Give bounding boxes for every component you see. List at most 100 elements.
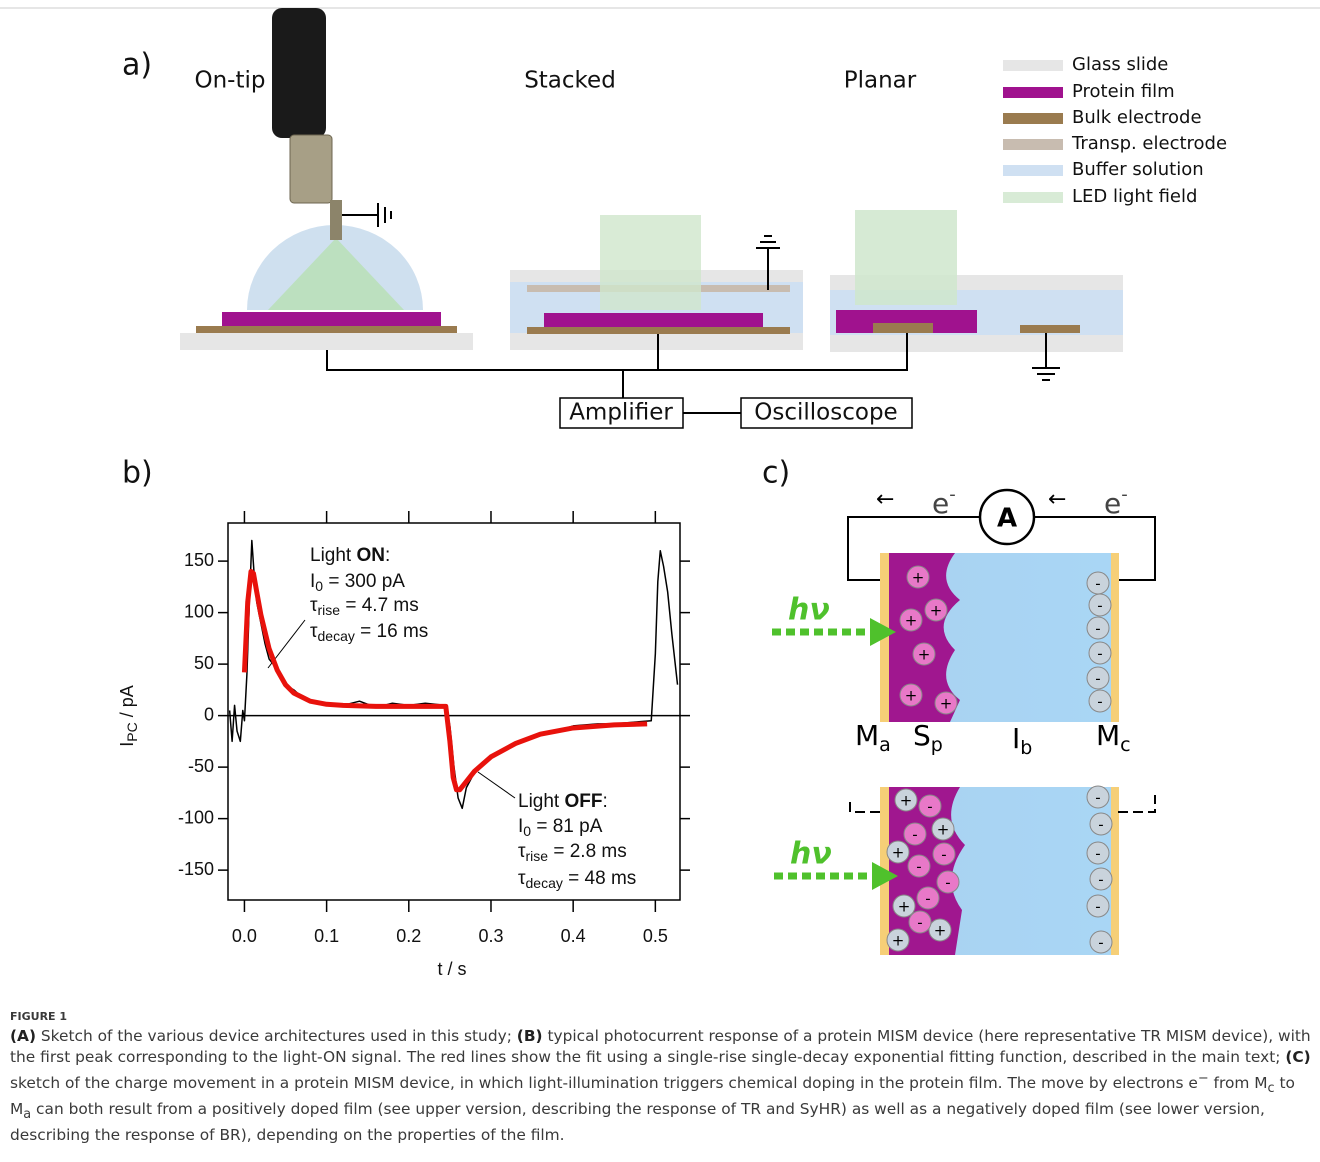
annotation-part: rise (318, 602, 341, 618)
charge-sign: - (1095, 620, 1100, 638)
x-tick-label: 0.3 (478, 926, 503, 946)
led-field (600, 215, 701, 310)
charge-sign: + (918, 646, 931, 664)
bulk-electrode (1020, 325, 1080, 333)
y-tick-label: 0 (204, 704, 214, 724)
x-axis-label: t / s (437, 959, 466, 979)
annotation: Light ON: (310, 545, 390, 566)
charge (916, 886, 940, 910)
arrowhead (870, 618, 896, 646)
annotation-part: decay (526, 875, 563, 891)
charge (1089, 867, 1113, 891)
charge (936, 870, 960, 894)
charge (1088, 689, 1112, 713)
electron-part: - (949, 484, 956, 505)
legend-label: Protein film (1072, 81, 1175, 102)
box (740, 397, 913, 429)
y-axis-label-part: / pA (117, 685, 137, 722)
caption-part: − (1197, 1071, 1209, 1086)
charge-sign: + (892, 932, 905, 950)
region-part: c (1120, 734, 1130, 756)
charge (907, 854, 931, 878)
charge-sign: - (1098, 871, 1103, 889)
charge (1088, 593, 1112, 617)
bulk-electrode (527, 327, 790, 334)
charge (931, 817, 955, 841)
charge-sign: - (925, 890, 930, 908)
led-field (855, 210, 957, 305)
legend-swatch (1003, 60, 1063, 71)
caption: FIGURE 1 (A) Sketch of the various devic… (10, 1010, 1315, 1146)
legend-label: Glass slide (1072, 54, 1168, 75)
charge-sign: + (930, 602, 943, 620)
region-label: Ma (855, 719, 891, 756)
annotation-part: ON (356, 545, 385, 566)
data-line (241, 568, 648, 793)
charge (912, 642, 936, 666)
annotation-part: = 48 ms (563, 868, 636, 889)
protein-film (836, 310, 977, 333)
x-tick-label: 0.1 (314, 926, 339, 946)
annotation-part: rise (526, 848, 549, 864)
electron-part: e (1104, 487, 1121, 520)
charge (908, 910, 932, 934)
charge (903, 822, 927, 846)
ammeter-label: A (997, 504, 1017, 534)
legend-label: Transp. electrode (1071, 133, 1227, 154)
caption-part: (C) (1285, 1048, 1311, 1066)
setup-title: Stacked (524, 68, 616, 94)
charge-sign: + (900, 792, 913, 810)
arrow: ← (876, 487, 894, 512)
charge-sign: + (940, 695, 953, 713)
arrowhead (872, 862, 898, 890)
charge-sign: - (1098, 934, 1103, 952)
charge (1089, 812, 1113, 836)
charges: +++++ +------++++++------------- (886, 565, 1113, 954)
protein-film (544, 313, 763, 327)
legend-swatch (1003, 87, 1063, 98)
charge-sign: - (1095, 575, 1100, 593)
x-tick-label: 0.4 (561, 926, 586, 946)
charge (899, 683, 923, 707)
setup-title: Planar (844, 68, 917, 94)
annotation: I0 = 300 pA (310, 571, 405, 594)
charge-sign: + (937, 821, 950, 839)
y-tick-label: 50 (194, 653, 214, 673)
caption-part: typical photocurrent response of a prote… (10, 1027, 1311, 1066)
caption-part: sketch of the charge movement in a prote… (10, 1074, 1198, 1093)
annotation-part: : (602, 791, 607, 812)
charge (894, 788, 918, 812)
circuit (847, 516, 1156, 581)
annotation: I0 = 81 pA (518, 816, 603, 839)
x-tick-label: 0.2 (396, 926, 421, 946)
protein-film (222, 312, 441, 326)
panel-c: c) A ← e- ← e- +++++ +------++++++-------… (762, 456, 1156, 955)
charge (1086, 616, 1110, 640)
region-part: I (1012, 722, 1020, 755)
charge (1086, 841, 1110, 865)
bulk-electrode (873, 323, 933, 333)
charge (1086, 894, 1110, 918)
charge-sign: - (1095, 845, 1100, 863)
y-tick-label: 100 (184, 601, 214, 621)
legend-label: LED light field (1072, 186, 1197, 207)
region-part: M (855, 719, 879, 752)
light-cone (268, 238, 404, 310)
electron-part: e (932, 487, 949, 520)
light-label: hν (790, 837, 832, 872)
caption-part: a (23, 1107, 32, 1123)
wires (326, 333, 908, 414)
panel-a: a) On-tip Stacked Planar (122, 8, 1227, 429)
annotation: τdecay = 16 ms (310, 621, 428, 644)
box-label: Oscilloscope (754, 400, 897, 426)
charge-sign: - (927, 798, 932, 816)
electron-part: - (1121, 484, 1128, 505)
charge-sign: - (1097, 597, 1102, 615)
annotation: τrise = 4.7 ms (310, 595, 419, 618)
charge (892, 894, 916, 918)
charge-sign: - (1097, 693, 1102, 711)
charge (932, 842, 956, 866)
charge (918, 794, 942, 818)
legend-swatch (1003, 192, 1063, 203)
region-part: S (913, 719, 931, 752)
